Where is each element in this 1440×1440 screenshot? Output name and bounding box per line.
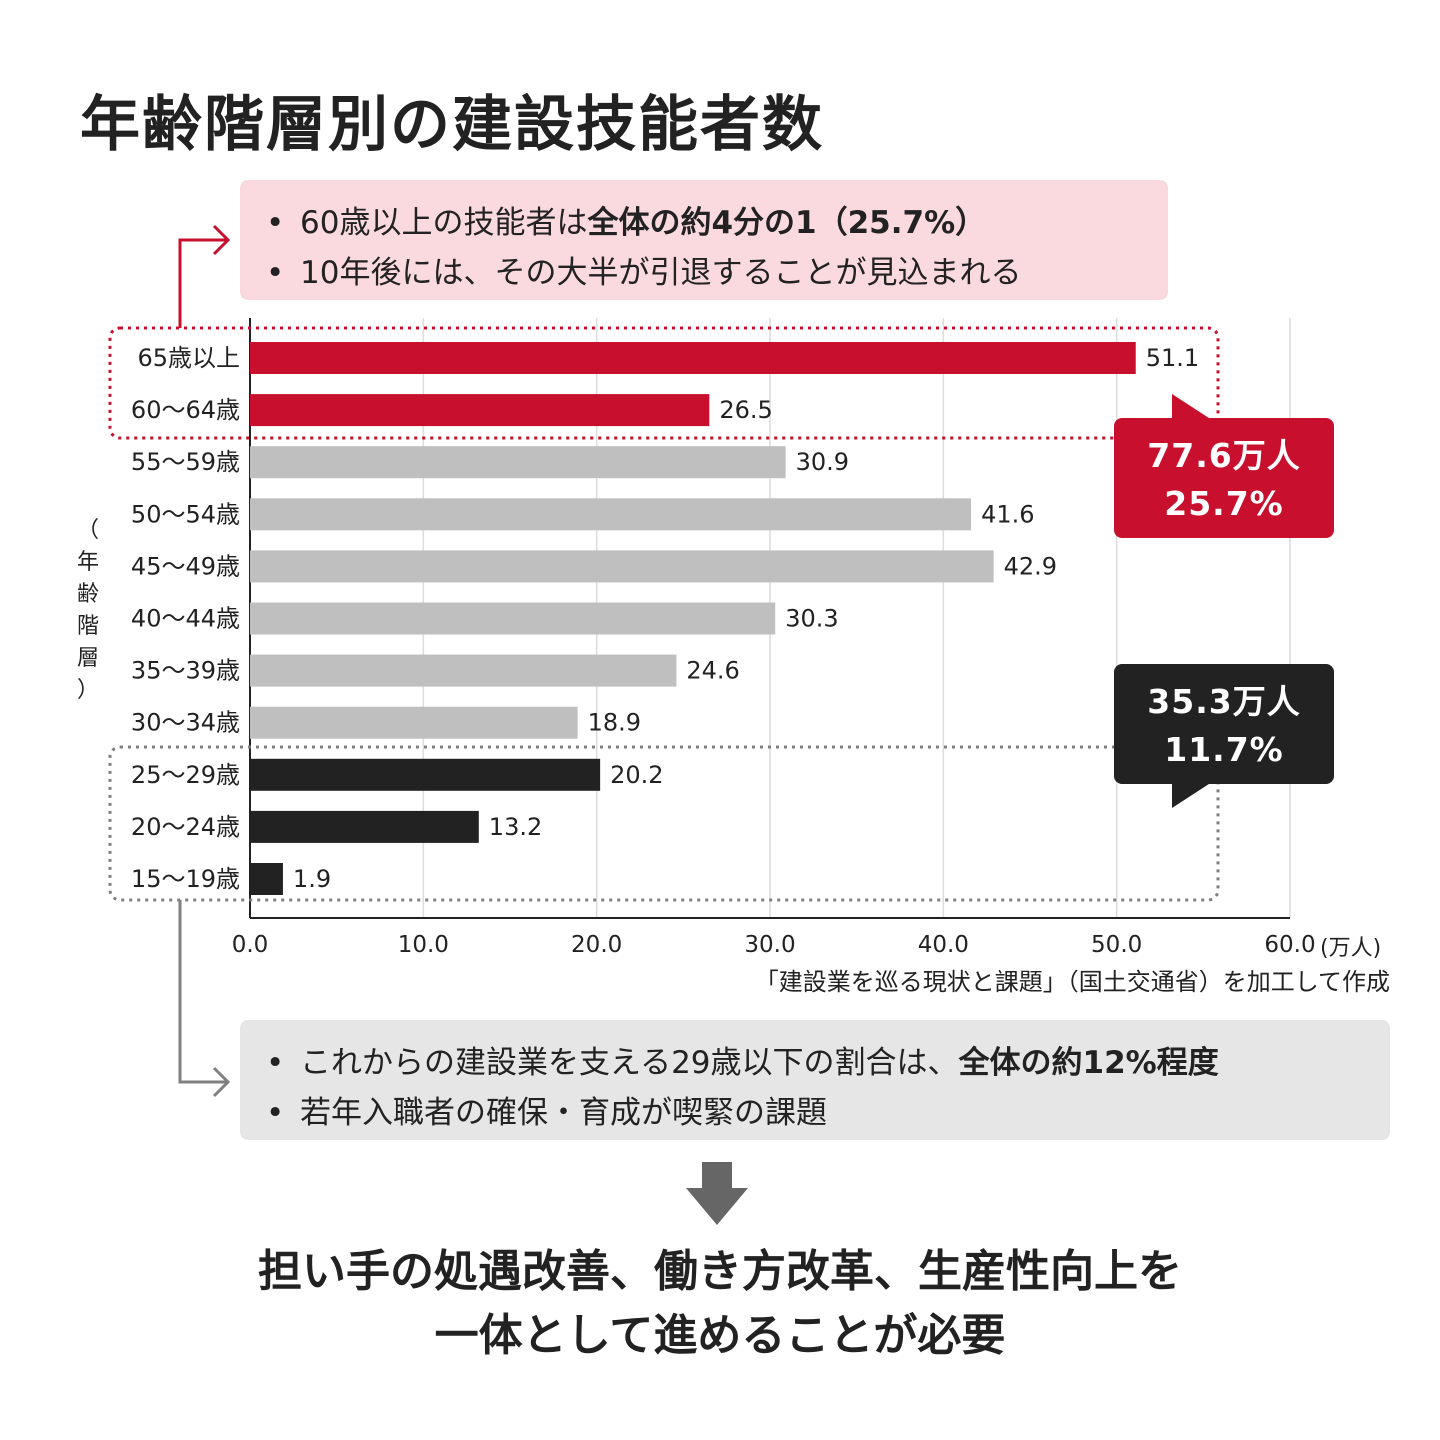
bullet: • [266,255,285,291]
callout-seniors-total: 77.6万人 25.7% [1114,418,1334,538]
bar [250,863,283,895]
x-tick-label: 40.0 [918,932,969,958]
y-axis-title-char: （ [76,518,99,543]
bar-value-label: 51.1 [1146,344,1199,372]
callout-percent: 25.7% [1164,484,1284,523]
bar [250,758,601,791]
x-tick-label: 20.0 [571,932,622,958]
bullet: • [266,1095,285,1131]
category-label: 60〜64歳 [131,396,240,424]
bar-value-label: 30.9 [796,448,849,476]
note-text: これからの建設業を支える29歳以下の割合は、 [300,1045,959,1081]
bullet: • [266,205,285,241]
bar [250,446,786,479]
category-label: 35〜39歳 [131,657,240,685]
bar-value-label: 1.9 [293,865,331,893]
category-label: 30〜34歳 [131,709,240,737]
category-label: 40〜44歳 [131,605,240,633]
conclusion-line: 担い手の処遇改善、働き方改革、生産性向上を [258,1246,1182,1297]
callout-youth-total: 35.3万人 11.7% [1114,664,1334,784]
y-axis-title-char: ） [76,678,99,703]
note-text: 60歳以上の技能者は [300,205,588,241]
category-label: 65歳以上 [137,344,240,372]
bar [250,550,994,583]
conclusion-line: 一体として進めることが必要 [434,1310,1006,1361]
note-line: • これからの建設業を支える29歳以下の割合は、全体の約12%程度 [266,1038,1390,1088]
category-labels: 65歳以上 60〜64歳 55〜59歳 50〜54歳 45〜49歳 40〜44歳 35〜39… [131,344,240,893]
x-tick-label: 60.0 [1264,932,1315,958]
x-tick-label: 10.0 [398,932,449,958]
note-box-youth: • これからの建設業を支える29歳以下の割合は、全体の約12%程度 • 若年入職者の… [240,1020,1390,1140]
arrow-head-bottom [212,1066,231,1098]
category-label: 50〜54歳 [131,500,240,528]
bullet: • [266,1045,285,1081]
note-line: • 若年入職者の確保・育成が喫緊の課題 [266,1088,1390,1138]
x-tick-label: 50.0 [1091,932,1142,958]
note-box-seniors: • 60歳以上の技能者は全体の約4分の1（25.7%） • 10年後には、その大半が… [240,180,1168,300]
bar [250,394,710,427]
bar-value-label: 13.2 [489,813,542,841]
x-tick-labels: 0.0 10.0 20.0 30.0 40.0 50.0 60.0 [232,932,1316,958]
bar-value-label: 20.2 [610,761,663,789]
arrow-to-bottom-note [178,900,226,1084]
note-text: 10年後には、その大半が引退することが見込まれる [300,255,1022,291]
callout-red-tail [1172,394,1212,420]
bar-value-label: 18.9 [588,709,641,737]
y-axis-title-char: 齢 [76,582,99,607]
bar-value-label: 41.6 [981,500,1034,528]
arrow-head-top [212,224,231,256]
x-axis-unit: (万人) [1320,936,1382,961]
bar [250,654,677,687]
bar-value-label: 30.3 [785,605,838,633]
page-title: 年齢階層別の建設技能者数 [80,90,824,160]
category-label: 25〜29歳 [131,761,240,789]
down-arrow-icon [686,1162,748,1225]
conclusion: 担い手の処遇改善、働き方改革、生産性向上を 一体として進めることが必要 [0,1240,1440,1368]
category-label: 20〜24歳 [131,813,240,841]
bar [250,602,776,635]
note-bold-text: 全体の約12%程度 [958,1045,1219,1081]
callout-value: 77.6万人 [1147,436,1301,475]
x-tick-label: 0.0 [232,932,269,958]
callout-percent: 11.7% [1164,730,1284,769]
bar [250,498,972,531]
category-label: 45〜49歳 [131,552,240,580]
note-line: • 60歳以上の技能者は全体の約4分の1（25.7%） [266,198,1168,248]
category-label: 55〜59歳 [131,448,240,476]
value-labels: 51.1 26.5 30.9 41.6 42.9 30.3 24.6 18.9 20.2 13.2… [293,344,1199,893]
bars [250,342,1136,895]
bar [250,810,479,843]
bar-value-label: 26.5 [719,396,772,424]
youth-group-outline [108,745,1220,902]
bar [250,706,578,739]
note-line: • 10年後には、その大半が引退することが見込まれる [266,248,1168,298]
bar-value-label: 24.6 [686,657,739,685]
source-credit: 「建設業を巡る現状と課題」（国土交通省）を加工して作成 [754,968,1390,996]
y-axis-title-char: 階 [76,614,99,639]
note-bold-text: 全体の約4分の1（25.7%） [587,205,987,241]
y-axis-title-char: 年 [76,550,99,575]
bar-value-label: 42.9 [1004,552,1057,580]
y-axis-title-char: 層 [76,646,99,671]
callout-black-tail [1172,782,1212,808]
y-axis-title: （ 年齢階層 ） [72,515,104,707]
category-label: 15〜19歳 [131,865,240,893]
bar [250,342,1136,374]
callout-value: 35.3万人 [1147,682,1301,721]
senior-group-outline [108,326,1220,440]
note-text: 若年入職者の確保・育成が喫緊の課題 [300,1095,827,1131]
arrow-to-top-note [178,238,226,328]
x-tick-label: 30.0 [744,932,795,958]
